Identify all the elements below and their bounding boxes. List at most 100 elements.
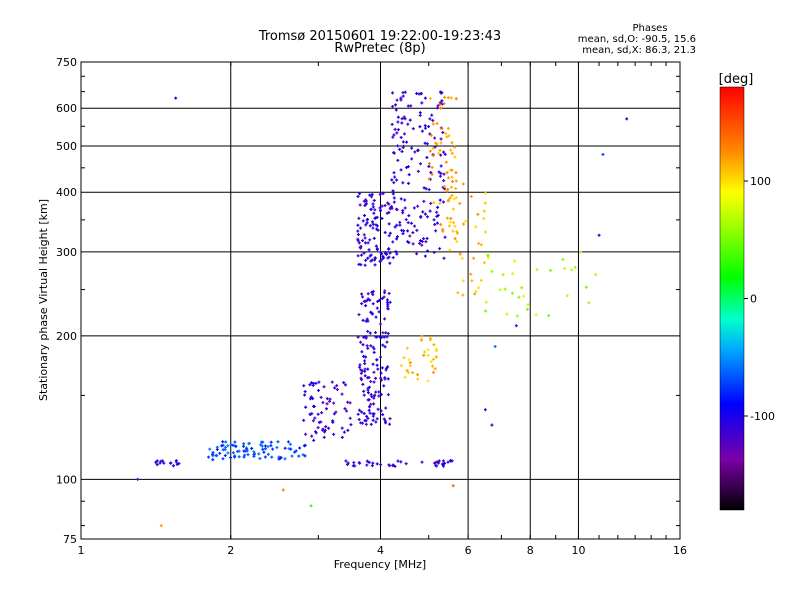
data-point xyxy=(372,258,376,262)
data-point xyxy=(398,147,402,151)
y-tick-label: 750 xyxy=(56,56,77,69)
data-point xyxy=(394,108,398,112)
data-point xyxy=(361,295,365,299)
data-point xyxy=(405,346,409,350)
data-point xyxy=(431,147,435,151)
data-point xyxy=(369,344,373,348)
data-point xyxy=(366,346,370,350)
data-point xyxy=(438,202,442,206)
data-point xyxy=(526,303,530,307)
data-point xyxy=(322,435,326,439)
data-point xyxy=(369,402,373,406)
data-point xyxy=(393,464,397,468)
data-point xyxy=(403,198,407,202)
data-point xyxy=(399,135,403,139)
data-point xyxy=(427,188,431,192)
data-point xyxy=(440,90,444,94)
data-point xyxy=(378,209,382,213)
data-point xyxy=(356,229,360,233)
data-point xyxy=(408,361,412,365)
data-point xyxy=(429,201,433,205)
data-point xyxy=(247,442,251,446)
data-point xyxy=(374,315,378,319)
data-point xyxy=(390,178,394,182)
data-point xyxy=(392,151,396,155)
data-point xyxy=(358,203,362,207)
data-point xyxy=(388,422,392,426)
data-point xyxy=(482,217,486,221)
data-point xyxy=(242,444,246,448)
data-point xyxy=(372,380,376,384)
data-point xyxy=(439,164,443,168)
data-point xyxy=(484,300,488,304)
data-point xyxy=(432,201,436,205)
data-point xyxy=(391,463,395,467)
data-point xyxy=(348,401,352,405)
data-point xyxy=(308,413,312,417)
data-point xyxy=(412,206,416,210)
data-point xyxy=(421,210,425,214)
data-point xyxy=(394,250,398,254)
data-point xyxy=(385,298,389,302)
data-point xyxy=(476,212,480,216)
data-point xyxy=(302,444,306,448)
data-point xyxy=(314,381,318,385)
data-point xyxy=(383,345,387,349)
data-point xyxy=(392,196,396,200)
data-point xyxy=(370,464,374,468)
data-point xyxy=(361,318,365,322)
data-point xyxy=(513,259,517,263)
data-point xyxy=(443,235,447,239)
data-point xyxy=(371,222,375,226)
colorbar: [deg] 100 0 -100 xyxy=(719,72,775,511)
y-tick-label: 200 xyxy=(56,330,77,343)
data-point xyxy=(368,405,372,409)
data-point xyxy=(391,192,395,196)
data-point xyxy=(286,440,290,444)
data-point xyxy=(344,459,348,463)
data-point xyxy=(362,251,366,255)
data-point xyxy=(418,125,422,129)
data-point xyxy=(372,350,376,354)
data-point xyxy=(428,209,432,213)
data-point xyxy=(386,393,390,397)
data-point xyxy=(415,252,419,256)
data-point xyxy=(445,216,449,220)
data-point xyxy=(363,236,367,240)
data-point xyxy=(601,152,605,156)
data-point xyxy=(375,227,379,231)
data-point xyxy=(377,310,381,314)
data-point xyxy=(423,141,427,145)
data-point xyxy=(257,452,261,456)
data-point xyxy=(439,171,443,175)
data-point xyxy=(263,447,267,451)
data-point xyxy=(435,210,439,214)
data-point xyxy=(363,204,367,208)
data-point xyxy=(428,149,432,153)
data-point xyxy=(335,384,339,388)
colorbar-tick-label: 100 xyxy=(750,175,771,188)
data-point xyxy=(356,412,360,416)
data-point xyxy=(434,355,438,359)
data-point xyxy=(309,504,313,508)
data-point xyxy=(391,135,395,139)
data-point xyxy=(422,186,426,190)
data-point xyxy=(221,440,225,444)
data-point xyxy=(433,136,437,140)
data-point xyxy=(231,451,235,455)
data-point xyxy=(363,263,367,267)
data-point xyxy=(442,172,446,176)
data-point xyxy=(375,248,379,252)
data-point xyxy=(419,338,423,342)
data-point xyxy=(233,444,237,448)
data-point xyxy=(451,484,455,488)
data-point xyxy=(428,132,432,136)
data-point xyxy=(302,418,306,422)
data-point xyxy=(597,233,601,237)
data-point xyxy=(363,359,367,363)
data-point xyxy=(342,430,346,434)
data-point xyxy=(404,218,408,222)
data-point xyxy=(406,122,410,126)
data-point xyxy=(375,215,379,219)
